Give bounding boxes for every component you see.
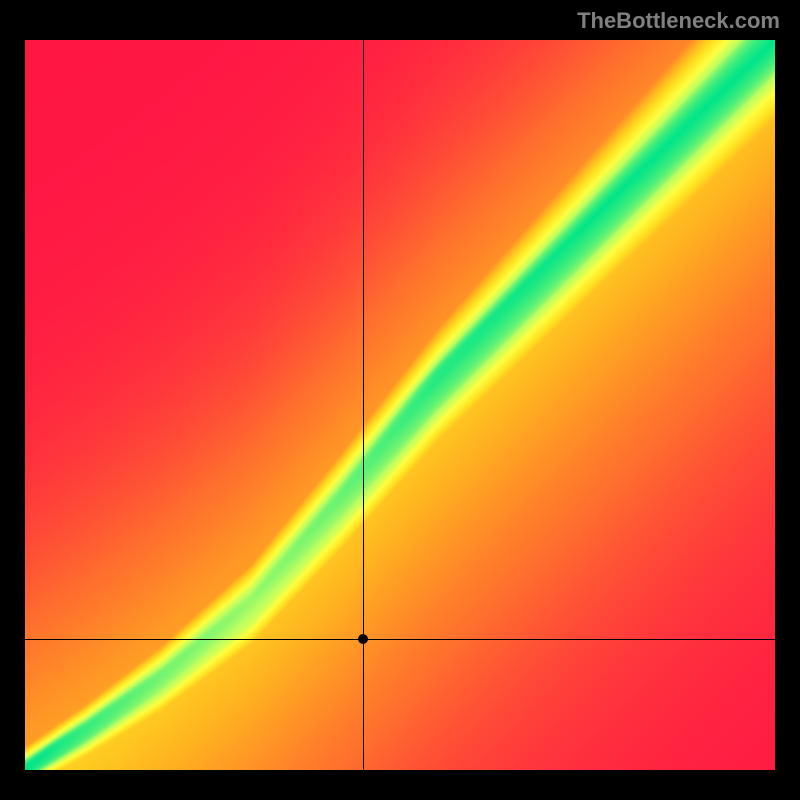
crosshair-marker-dot <box>358 634 368 644</box>
heatmap-plot <box>25 40 775 770</box>
watermark-text: TheBottleneck.com <box>577 8 780 34</box>
heatmap-canvas <box>25 40 775 770</box>
crosshair-horizontal <box>25 639 775 640</box>
crosshair-vertical <box>363 40 364 770</box>
